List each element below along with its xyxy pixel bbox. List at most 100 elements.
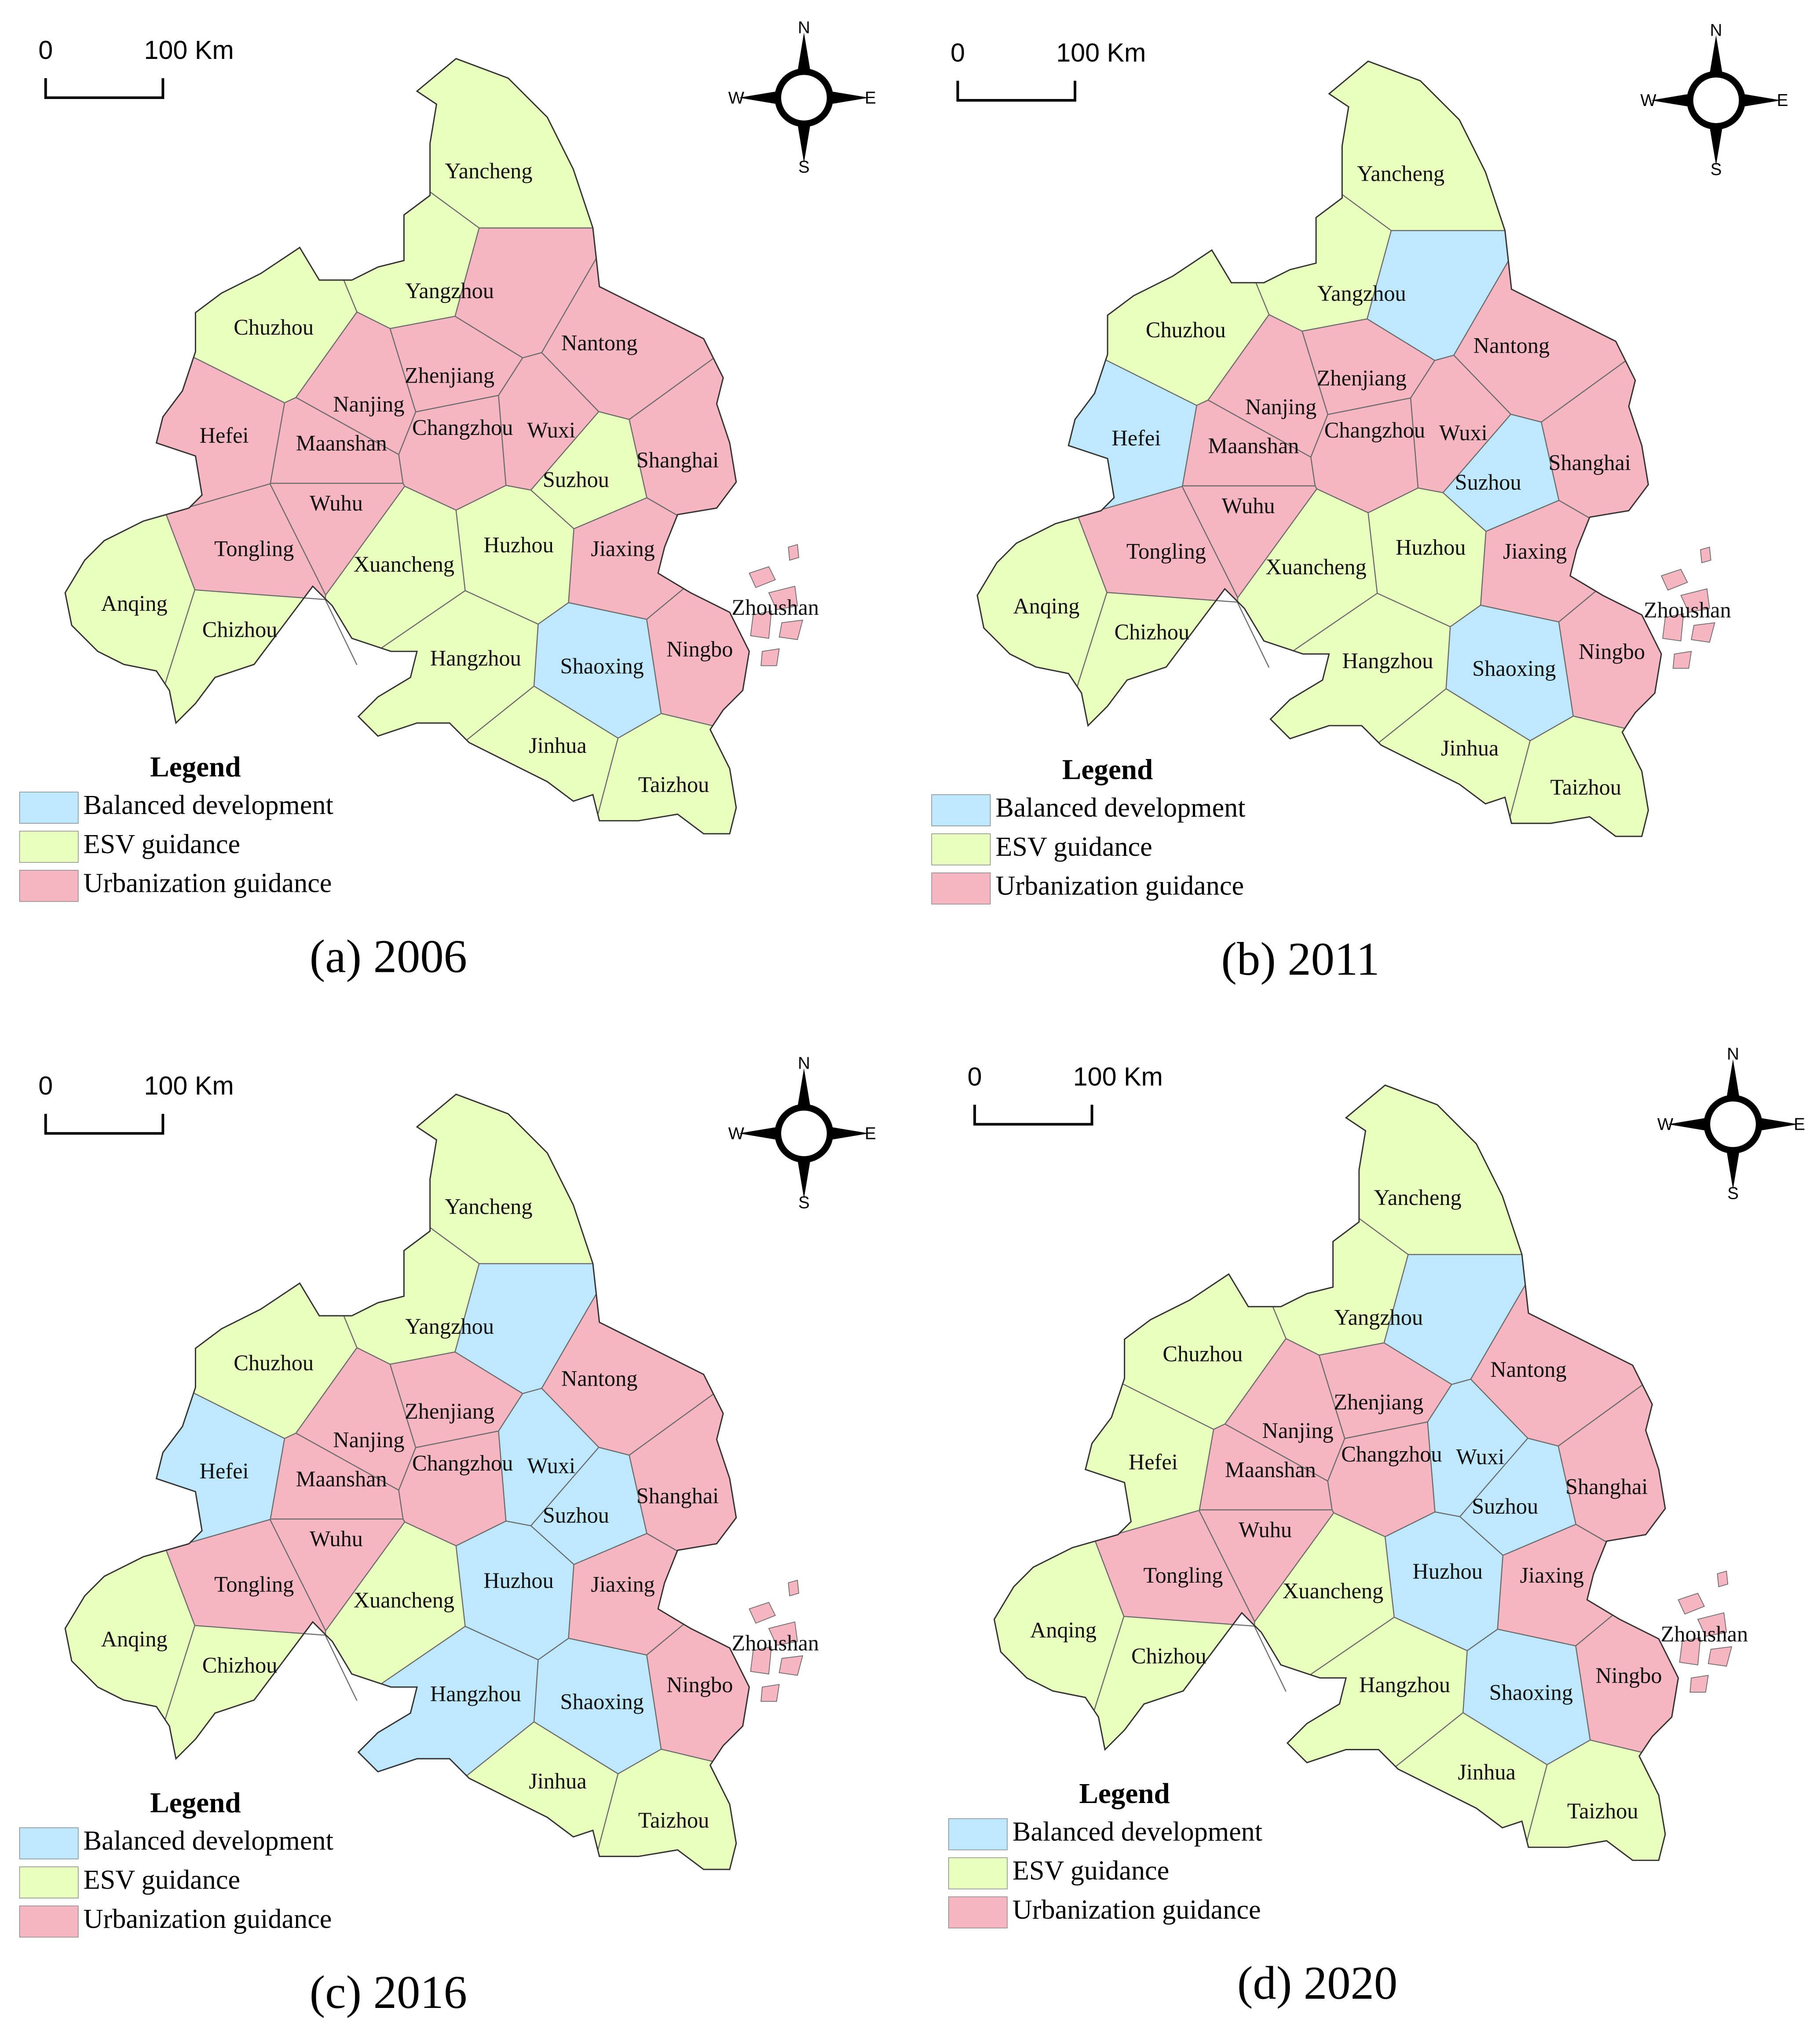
compass-label: E xyxy=(1777,91,1788,110)
island xyxy=(749,1602,776,1624)
city-label: Chizhou xyxy=(1114,620,1189,644)
city-label: Changzhou xyxy=(412,1451,513,1475)
compass-arm xyxy=(1667,1117,1707,1131)
compass-label: S xyxy=(1711,160,1722,179)
compass-arm xyxy=(1709,35,1723,74)
city-label: Yangzhou xyxy=(1317,281,1406,306)
city-label: Huzhou xyxy=(483,1568,553,1593)
legend-label: Balanced development xyxy=(84,1826,333,1856)
scale-label: 100 Km xyxy=(1073,1062,1163,1091)
city-label: Ningbo xyxy=(1579,639,1645,664)
legend-label: Balanced development xyxy=(84,790,333,820)
city-label: Tongling xyxy=(214,537,294,561)
scale-bar xyxy=(44,78,165,99)
city-label: Shanghai xyxy=(636,448,719,472)
panel-caption: (a) 2006 xyxy=(310,931,467,983)
city-label: Chizhou xyxy=(1131,1644,1206,1668)
city-label: Huzhou xyxy=(483,533,553,557)
scale-bar xyxy=(956,80,1076,102)
city-label: Hefei xyxy=(1129,1449,1178,1474)
city-label: Ningbo xyxy=(666,637,733,661)
city-label: Yangzhou xyxy=(1334,1305,1423,1329)
map-panel: YanchengYangzhouChuzhouNantongZhenjiangN… xyxy=(19,1054,876,2018)
city-label: Yancheng xyxy=(445,1194,532,1219)
compass-arm xyxy=(1726,1150,1740,1190)
city-label: Shaoxing xyxy=(560,1689,644,1714)
city-label: Nanjing xyxy=(1245,394,1316,419)
island xyxy=(768,1621,798,1646)
compass-ring xyxy=(1704,1095,1762,1154)
compass-arm xyxy=(1742,94,1781,107)
city-label: Tongling xyxy=(1126,539,1206,564)
city-label: Hefei xyxy=(1111,426,1161,450)
city-label: Taizhou xyxy=(638,772,709,797)
compass-label: N xyxy=(1710,21,1722,40)
city-label: Changzhou xyxy=(1324,418,1425,442)
city-label: Tongling xyxy=(214,1572,294,1597)
city-label: Suzhou xyxy=(1455,470,1521,495)
city-label: Yangzhou xyxy=(405,1314,494,1339)
legend-swatch xyxy=(931,833,991,865)
scale-label: 0 xyxy=(38,1071,53,1100)
city-label: Maanshan xyxy=(1225,1457,1316,1482)
city-label: Jinhua xyxy=(1458,1759,1515,1784)
island xyxy=(779,620,804,640)
compass-label: E xyxy=(1794,1115,1805,1134)
city-label: Hangzhou xyxy=(430,1682,521,1706)
city-label: Taizhou xyxy=(1567,1799,1638,1823)
compass-label: E xyxy=(865,1124,876,1143)
city-label: Suzhou xyxy=(543,1503,609,1528)
island xyxy=(1678,1592,1705,1615)
city-label: Wuxi xyxy=(1456,1444,1504,1469)
city-label: Yancheng xyxy=(1374,1185,1462,1210)
compass-arm xyxy=(797,33,811,72)
city-label: Chuzhou xyxy=(234,1350,314,1375)
city-label: Suzhou xyxy=(1472,1494,1538,1518)
compass-label: W xyxy=(728,1124,745,1143)
legend-swatch xyxy=(948,1896,1008,1929)
compass-ring xyxy=(1686,71,1746,130)
city-label: Yancheng xyxy=(445,159,532,183)
city-region xyxy=(1093,1616,1287,1751)
city-label: Changzhou xyxy=(412,415,513,440)
scale-label: 0 xyxy=(967,1062,982,1091)
scale-label: 100 Km xyxy=(144,1071,234,1100)
city-label: Anqing xyxy=(101,591,168,616)
legend-swatch xyxy=(19,1827,79,1860)
city-label: Zhenjiang xyxy=(405,363,494,388)
legend-swatch xyxy=(19,1866,79,1898)
city-label: Jinhua xyxy=(1441,736,1499,760)
city-label: Wuxi xyxy=(527,418,575,442)
city-label: Zhoushan xyxy=(1644,598,1731,622)
compass-label: N xyxy=(798,18,810,37)
city-label: Xuancheng xyxy=(1265,555,1366,579)
compass-label: N xyxy=(798,1054,810,1073)
island xyxy=(1691,622,1715,643)
city-label: Jiaxing xyxy=(1503,539,1567,564)
island xyxy=(788,544,799,561)
city-label: Chuzhou xyxy=(1146,318,1226,342)
city-label: Jiaxing xyxy=(1520,1563,1584,1588)
city-region xyxy=(1076,592,1270,727)
city-label: Chuzhou xyxy=(1163,1341,1243,1366)
scale-bar xyxy=(44,1113,165,1135)
city-label: Nantong xyxy=(1490,1357,1566,1382)
city-label: Xuancheng xyxy=(1283,1579,1383,1603)
scale-label: 100 Km xyxy=(144,35,234,65)
compass-arm xyxy=(738,1127,778,1140)
city-label: Zhoushan xyxy=(1661,1621,1748,1646)
legend-title: Legend xyxy=(150,752,241,783)
city-label: Hangzhou xyxy=(1359,1672,1450,1697)
legend-swatch xyxy=(931,872,991,905)
city-label: Anqing xyxy=(1030,1617,1097,1642)
city-label: Nanjing xyxy=(333,1427,404,1452)
city-label: Huzhou xyxy=(1413,1559,1483,1584)
city-label: Suzhou xyxy=(543,467,609,492)
island xyxy=(1707,1646,1733,1667)
scale-label: 100 Km xyxy=(1056,38,1146,67)
island xyxy=(1717,1570,1729,1588)
scale-label: 0 xyxy=(951,38,965,67)
city-label: Wuhu xyxy=(1239,1517,1292,1542)
panel-caption: (d) 2020 xyxy=(1237,1957,1397,2009)
